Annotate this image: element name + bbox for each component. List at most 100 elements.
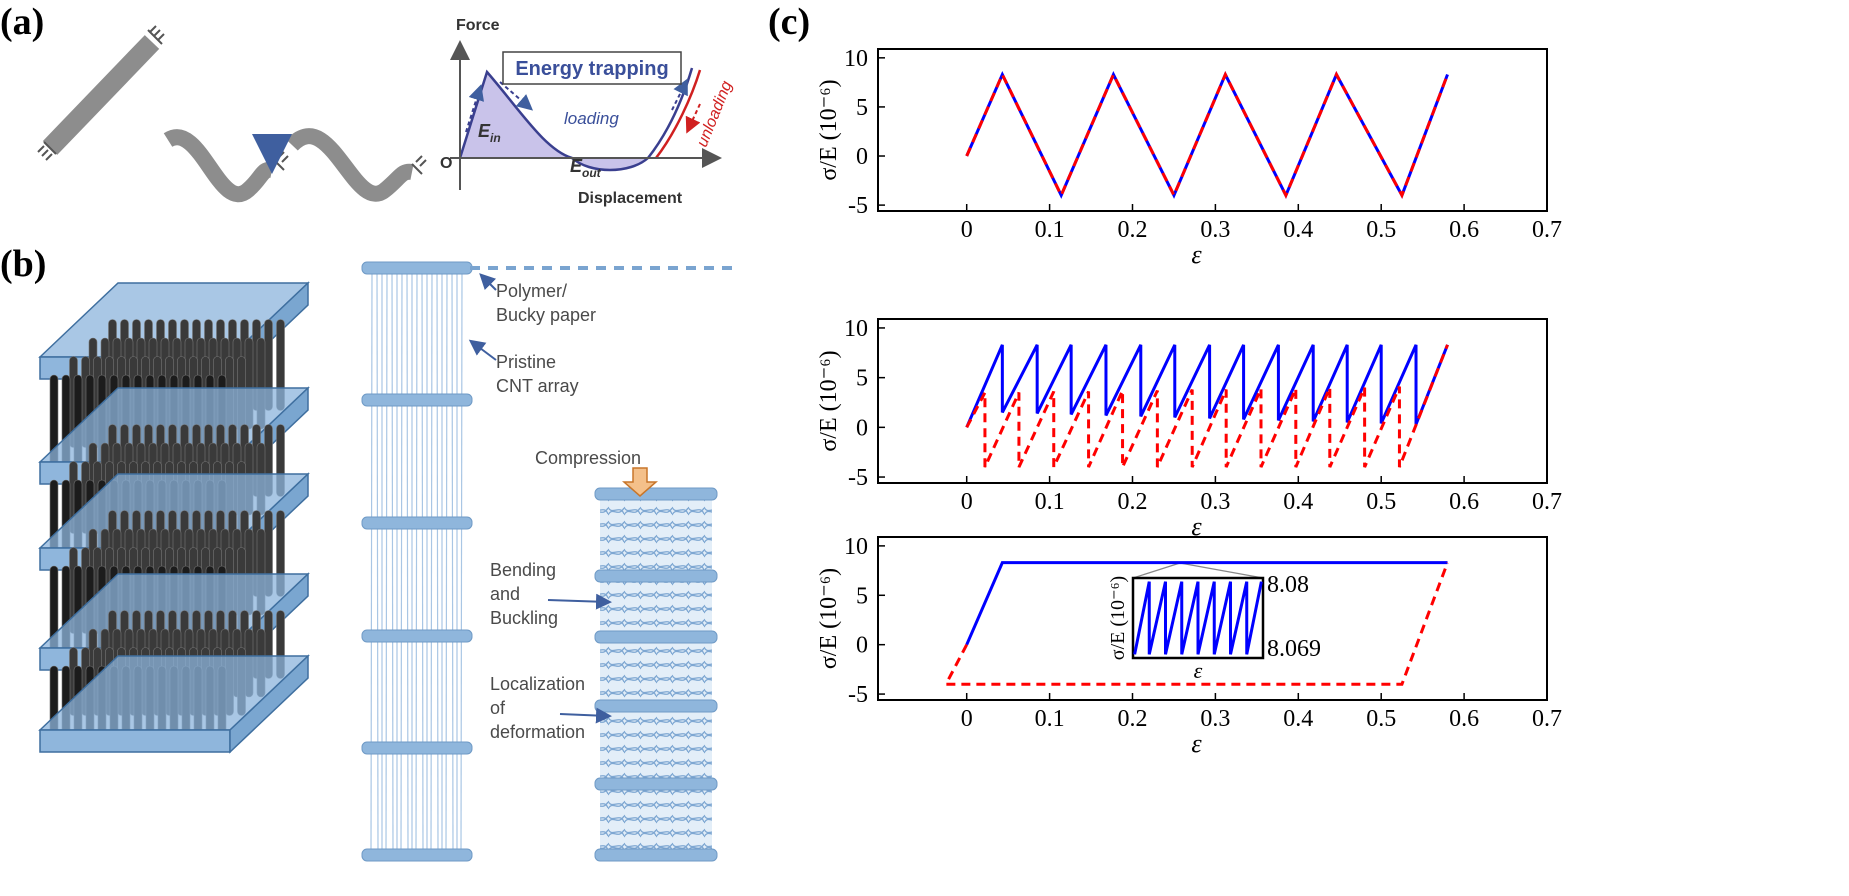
x-tick-label: 0.7 [1532,217,1562,243]
zoom-line [1132,562,1181,579]
annotation: Polymer/ [496,281,567,301]
x-tick-label: 0.7 [1532,706,1562,732]
inset-chart: 8.069 8.08 ε σ/E (10⁻⁶) [1107,572,1321,683]
annotation: of [490,698,506,718]
plot-frame [877,48,1548,212]
y-tick-label: -5 [848,465,868,491]
x-tick-label: 0.6 [1449,217,1479,243]
annotation: Bending [490,560,556,580]
y-tick-label: 0 [856,144,868,170]
legend-box [502,51,682,85]
annotation: and [490,584,520,604]
annotations: Polymer/Bucky paper Pristine CNT array Comp… [490,281,641,742]
x-axis-label: ε [1194,658,1203,683]
x-axis-label: ε [1191,512,1202,541]
y-axis-label: σ/E (10⁻⁶) [1107,576,1129,660]
x-tick-label: 0 [961,706,973,732]
x-tick-label: 0.5 [1366,706,1396,732]
y-tick-label: 10 [844,534,868,560]
origin-label: O [440,155,452,172]
panel-label: (c) [768,1,810,43]
panel-label: (b) [0,243,46,285]
curve-label: unloading [694,79,736,150]
y-axis-label: σ/E (10⁻⁶) [816,350,842,451]
x-axis-label: ε [1191,729,1202,758]
energy-label: Eout [570,156,602,180]
nanotube [451,267,454,856]
legend-text: Energy trapping [515,58,668,80]
nanotube [430,267,433,856]
paper-layer [594,848,718,862]
clamp [37,141,57,161]
plate-side [229,654,309,754]
pointer [468,339,497,361]
x-tick-label: 0 [961,489,973,515]
x-tick-label: 0.4 [1283,217,1313,243]
y-tick-label: 10 [844,316,868,342]
y-tick-label: -5 [848,682,868,708]
y-axis-label: σ/E (10⁻⁶) [816,568,842,669]
paper-layer [594,630,718,644]
x-tick-label: 0.6 [1449,706,1479,732]
panel-a: (a) Force O Displacement Energy trapping… [0,1,736,207]
x-tick-label: 0.5 [1366,489,1396,515]
pointer [479,273,497,291]
paper-layer [594,777,718,791]
clamp [147,25,165,45]
y-tick-label: -5 [848,193,868,219]
nanotube [415,267,418,856]
load-direction [671,78,688,111]
axis-label: Displacement [578,190,683,207]
annotation: Buckling [490,608,558,628]
y-tick-label: 5 [856,366,868,392]
y-tick-label: 8.069 [1267,636,1321,662]
chart: 0 0.1 0.2 0.3 0.4 0.5 0.6 0.7 -5 0 5 10 ε σ/E (10⁻⁶) [816,316,1562,541]
clamp [411,155,427,175]
y-tick-label: 0 [856,415,868,441]
data-line [1133,581,1263,655]
symbol: E [478,121,491,141]
panel-label: (a) [0,1,44,43]
panel-b: (b) Polymer/Bucky paper Pristine CNT array… [0,243,735,862]
subscript: in [490,131,501,145]
x-tick-label: 0.1 [1035,217,1065,243]
nanotube [406,267,409,856]
y-tick-label: 10 [844,46,868,72]
paper-layer [594,487,718,501]
x-tick-label: 0.6 [1449,489,1479,515]
nanotube [445,267,448,856]
x-tick-label: 0.2 [1118,489,1148,515]
nanotube [436,267,439,856]
pointer [559,707,612,724]
buckled-beam [286,128,414,202]
y-tick-label: 8.08 [1267,572,1309,598]
x-tick-label: 0.4 [1283,706,1313,732]
paper-layer [594,699,718,713]
chart: 0 0.1 0.2 0.3 0.4 0.5 0.6 0.7 -5 0 5 10 ε σ/E (10⁻⁶) [816,46,1562,269]
zoom-line [1179,562,1264,579]
x-tick-label: 0.1 [1035,489,1065,515]
beam [42,35,160,155]
energy-in-area [460,72,572,158]
x-tick-label: 0.3 [1200,217,1230,243]
panel-c: (c) 0 0.1 0.2 0.3 0.4 0.5 0.6 0.7 -5 0 5 10 ε σ/E (10… [768,1,1562,758]
nanotube [385,267,388,856]
x-tick-label: 0.7 [1532,489,1562,515]
x-tick-label: 0.3 [1200,489,1230,515]
annotation: CNT array [496,376,579,396]
paper-layer [361,741,473,755]
buckled-beam [163,129,274,203]
cnt-stack [38,281,310,754]
data-line [965,344,1449,468]
plot-frame [877,536,1548,701]
data-line [965,561,1448,646]
nanotube [391,267,394,856]
x-tick-label: 0.2 [1118,217,1148,243]
data-line [943,562,1449,686]
x-axis-label: ε [1191,240,1202,269]
nanotube [376,267,379,856]
x-tick-label: 0.1 [1035,706,1065,732]
curve-label: loading [564,109,619,128]
x-tick-label: 0.2 [1118,706,1148,732]
